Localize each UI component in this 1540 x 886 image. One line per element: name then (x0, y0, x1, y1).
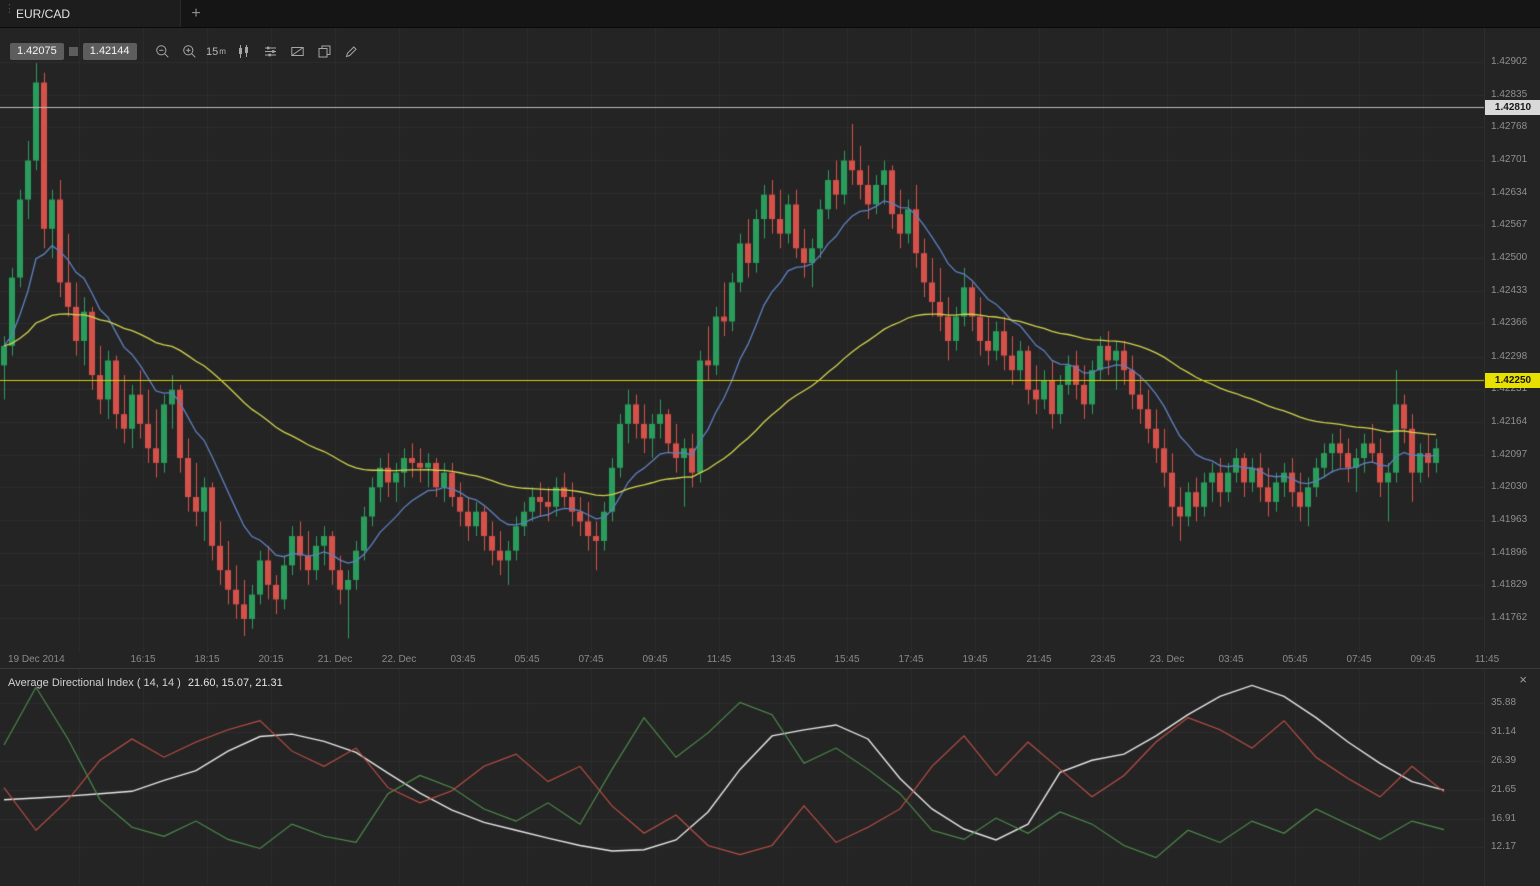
candlestick-style-icon (238, 45, 248, 58)
area-select-button[interactable] (285, 42, 309, 61)
time-axis-label: 11:45 (706, 654, 732, 665)
time-axis-label: 21. Dec (317, 654, 353, 665)
timeframe-selector[interactable]: 15 m (204, 42, 228, 61)
price-axis-label: 1.41762 (1491, 612, 1528, 623)
spread-indicator (68, 47, 78, 56)
price-axis-label: 1.42634 (1491, 186, 1528, 198)
time-axis-label: 07:45 (578, 654, 604, 665)
draw-tools-button[interactable] (339, 42, 363, 61)
price-axis-label: 1.41829 (1491, 579, 1528, 591)
indicators-icon (264, 46, 276, 57)
adx-indicator-canvas[interactable] (0, 669, 1484, 885)
time-axis-label: 16:15 (130, 654, 156, 665)
indicator-axis-label: 31.14 (1491, 726, 1517, 738)
price-axis-label: 1.42768 (1491, 121, 1528, 133)
tab-bar: ⋮ EUR/CAD + (0, 0, 1540, 28)
magnifier-minus-icon (155, 45, 169, 58)
price-axis-label: 1.42030 (1491, 481, 1528, 493)
price-axis-label: 1.42567 (1491, 219, 1528, 231)
price-axis-label: 1.42701 (1491, 154, 1528, 166)
price-axis-label: 1.42500 (1491, 252, 1528, 264)
time-axis-label: 21:45 (1026, 654, 1052, 665)
time-axis[interactable]: 19 Dec 2014 16:15 18:15 20:15 21. Dec 22. Dec… (0, 652, 1540, 668)
ask-price-button[interactable]: 1.42144 (82, 43, 137, 60)
chart-toolbar: 15 m (150, 42, 363, 61)
indicator-axis-label: 26.39 (1491, 754, 1517, 766)
time-axis-label: 09:45 (1410, 654, 1436, 665)
marked-price-label-yellow[interactable]: 1.42250 (1485, 372, 1540, 388)
marked-price-label-white[interactable]: 1.42810 (1485, 99, 1540, 115)
time-axis-label: 05:45 (514, 654, 540, 665)
area-select-icon (290, 47, 304, 56)
indicator-values: 21.60, 15.07, 21.31 (187, 677, 283, 689)
time-axis-label: 22. Dec (381, 654, 417, 665)
time-axis-label: 17:45 (898, 654, 924, 665)
chart-style-button[interactable] (231, 42, 255, 61)
tab-symbol-label: EUR/CAD (16, 6, 71, 21)
indicator-title: Average Directional Index ( 14, 14 ) 21.… (8, 677, 283, 689)
price-axis-label: 1.42298 (1491, 350, 1528, 362)
time-axis-label: 19:45 (962, 654, 988, 665)
indicator-axis-label: 12.17 (1491, 841, 1517, 853)
price-axis-label: 1.41963 (1491, 513, 1528, 525)
price-axis-label: 1.42433 (1491, 284, 1528, 296)
time-axis-label: 20:15 (258, 654, 284, 665)
time-axis-label: 13:45 (770, 654, 796, 665)
quote-group: 1.42075 1.42144 (10, 43, 137, 60)
indicator-axis[interactable]: 35.88 31.14 26.39 21.65 16.91 12.17 (1484, 669, 1540, 886)
pencil-icon (345, 46, 357, 58)
time-axis-label: 18:15 (194, 654, 220, 665)
magnifier-plus-icon (182, 45, 196, 58)
time-axis-label: 05:45 (1282, 654, 1308, 665)
time-axis-label: 03:45 (1218, 654, 1244, 665)
zoom-out-button[interactable] (150, 42, 174, 61)
time-axis-label: 11:45 (1474, 654, 1500, 665)
candlestick-chart-canvas[interactable] (0, 27, 1484, 652)
indicator-axis-label: 35.88 (1491, 697, 1517, 709)
price-axis-label: 1.42231 (1491, 383, 1528, 395)
price-axis-label: 1.42835 (1491, 88, 1528, 100)
tab-drag-handle-icon: ⋮ (4, 3, 15, 15)
timeframe-unit: m (219, 47, 226, 56)
time-axis-label: 23. Dec (1149, 654, 1185, 665)
time-axis-label: 07:45 (1346, 654, 1372, 665)
time-axis-label: 23:45 (1090, 654, 1116, 665)
adx-indicator-panel: Average Directional Index ( 14, 14 ) 21.… (0, 668, 1540, 886)
timeframe-value: 15 (206, 45, 219, 58)
duplicate-chart-button[interactable] (312, 42, 336, 61)
zoom-in-button[interactable] (177, 42, 201, 61)
indicator-params: ( 14, 14 ) (136, 677, 181, 689)
indicator-axis-label: 16.91 (1491, 812, 1517, 824)
duplicate-chart-icon (318, 45, 330, 58)
new-tab-button[interactable]: + (191, 4, 201, 22)
time-axis-label: 19 Dec 2014 (8, 654, 65, 665)
price-axis-label: 1.42902 (1491, 56, 1528, 67)
bid-price-button[interactable]: 1.42075 (10, 43, 64, 60)
time-axis-label: 03:45 (450, 654, 476, 665)
price-axis[interactable]: 1.42902 1.42835 1.42768 1.42701 1.42634 1.425… (1484, 27, 1540, 652)
time-axis-label: 09:45 (642, 654, 668, 665)
price-axis-label: 1.42097 (1491, 448, 1528, 460)
indicator-close-button[interactable]: × (1519, 672, 1527, 687)
price-axis-label: 1.41896 (1491, 546, 1528, 558)
indicator-axis-label: 21.65 (1491, 783, 1517, 795)
indicator-name: Average Directional Index (8, 677, 134, 689)
indicators-button[interactable] (258, 42, 282, 61)
time-axis-label: 15:45 (834, 654, 860, 665)
price-axis-label: 1.42366 (1491, 317, 1528, 329)
tab-eurcad[interactable]: ⋮ EUR/CAD (0, 0, 181, 27)
price-axis-label: 1.42164 (1491, 415, 1528, 427)
